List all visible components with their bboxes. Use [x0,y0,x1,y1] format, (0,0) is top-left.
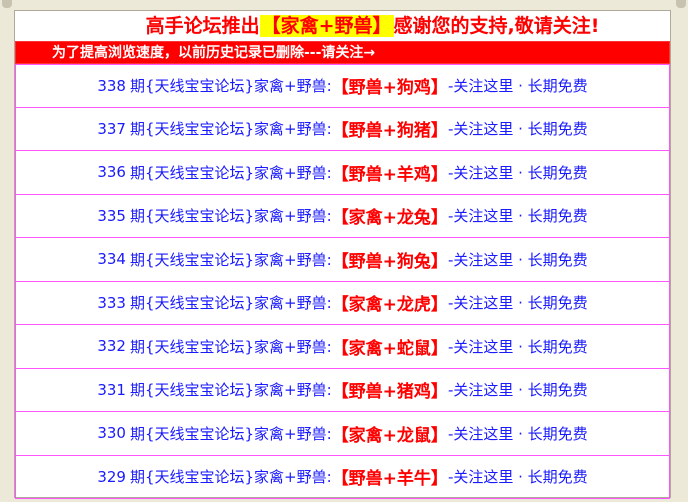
issue-label: 期{天线宝宝论坛}家禽+野兽: [129,207,332,226]
issue-tail: -关注这里 · 长期免费 [447,77,588,96]
issue-label: 期{天线宝宝论坛}家禽+野兽: [129,294,332,313]
issue-number: 333 [97,293,126,312]
issue-tail: -关注这里 · 长期免费 [447,468,588,487]
issue-result: 【野兽+狗鸡】 [331,78,448,99]
issue-result: 【家禽+蛇鼠】 [331,338,448,359]
list-item[interactable]: 338 期{天线宝宝论坛}家禽+野兽: 【野兽+狗鸡】 -关注这里 · 长期免费 [15,64,670,108]
page-header: 高手论坛推出 【家禽+野兽】 感谢您的支持,敬请关注! [15,11,670,41]
issue-label: 期{天线宝宝论坛}家禽+野兽: [129,250,332,269]
issue-tail: -关注这里 · 长期免费 [447,250,588,269]
window-corner [2,0,12,8]
list-item[interactable]: 335 期{天线宝宝论坛}家禽+野兽: 【家禽+龙兔】 -关注这里 · 长期免费 [15,194,670,238]
list-item[interactable]: 330 期{天线宝宝论坛}家禽+野兽: 【家禽+龙鼠】 -关注这里 · 长期免费 [15,412,670,456]
issue-number: 332 [97,337,126,356]
list-item[interactable]: 329 期{天线宝宝论坛}家禽+野兽: 【野兽+羊牛】 -关注这里 · 长期免费 [15,455,670,499]
issue-result: 【野兽+羊牛】 [331,469,448,490]
issue-label: 期{天线宝宝论坛}家禽+野兽: [129,337,332,356]
issue-tail: -关注这里 · 长期免费 [447,337,588,356]
issue-number: 337 [97,119,126,138]
issue-result: 【家禽+龙兔】 [331,208,448,229]
issue-tail: -关注这里 · 长期免费 [447,294,588,313]
list-item[interactable]: 336 期{天线宝宝论坛}家禽+野兽: 【野兽+羊鸡】 -关注这里 · 长期免费 [15,151,670,195]
header-suffix: 感谢您的支持,敬请关注! [393,15,600,37]
issue-tail: -关注这里 · 长期免费 [447,120,588,139]
issue-number: 336 [97,163,126,182]
issue-result: 【家禽+龙鼠】 [331,425,448,446]
issue-result: 【野兽+狗猪】 [331,121,448,142]
issue-number: 330 [97,424,126,443]
issue-number: 329 [97,467,126,486]
list-item[interactable]: 333 期{天线宝宝论坛}家禽+野兽: 【家禽+龙虎】 -关注这里 · 长期免费 [15,281,670,325]
issue-label: 期{天线宝宝论坛}家禽+野兽: [129,468,332,487]
issue-label: 期{天线宝宝论坛}家禽+野兽: [129,381,332,400]
issue-result: 【野兽+羊鸡】 [331,164,448,185]
issue-label: 期{天线宝宝论坛}家禽+野兽: [129,163,332,182]
issue-label: 期{天线宝宝论坛}家禽+野兽: [129,120,332,139]
list-item[interactable]: 334 期{天线宝宝论坛}家禽+野兽: 【野兽+狗兔】 -关注这里 · 长期免费 [15,238,670,282]
window-corner [676,0,686,8]
issue-number: 331 [97,380,126,399]
issue-number: 334 [97,250,126,269]
issue-label: 期{天线宝宝论坛}家禽+野兽: [129,424,332,443]
notice-bar: 为了提高浏览速度，以前历史记录已删除---请关注→ [15,41,670,64]
issue-tail: -关注这里 · 长期免费 [447,381,588,400]
issue-tail: -关注这里 · 长期免费 [447,207,588,226]
list-item[interactable]: 331 期{天线宝宝论坛}家禽+野兽: 【野兽+猪鸡】 -关注这里 · 长期免费 [15,368,670,412]
issue-result: 【家禽+龙虎】 [331,295,448,316]
issue-result: 【野兽+猪鸡】 [331,382,448,403]
issue-label: 期{天线宝宝论坛}家禽+野兽: [129,77,332,96]
issue-number: 338 [97,76,126,95]
list-item[interactable]: 337 期{天线宝宝论坛}家禽+野兽: 【野兽+狗猪】 -关注这里 · 长期免费 [15,107,670,151]
content-frame: 高手论坛推出 【家禽+野兽】 感谢您的支持,敬请关注! 为了提高浏览速度，以前历史记… [14,10,671,499]
list-item[interactable]: 332 期{天线宝宝论坛}家禽+野兽: 【家禽+蛇鼠】 -关注这里 · 长期免费 [15,325,670,369]
issue-number: 335 [97,206,126,225]
issue-tail: -关注这里 · 长期免费 [447,424,588,443]
header-highlight: 【家禽+野兽】 [259,15,394,37]
issue-tail: -关注这里 · 长期免费 [447,163,588,182]
header-prefix: 高手论坛推出 [145,15,260,37]
issue-result: 【野兽+狗兔】 [331,251,448,272]
